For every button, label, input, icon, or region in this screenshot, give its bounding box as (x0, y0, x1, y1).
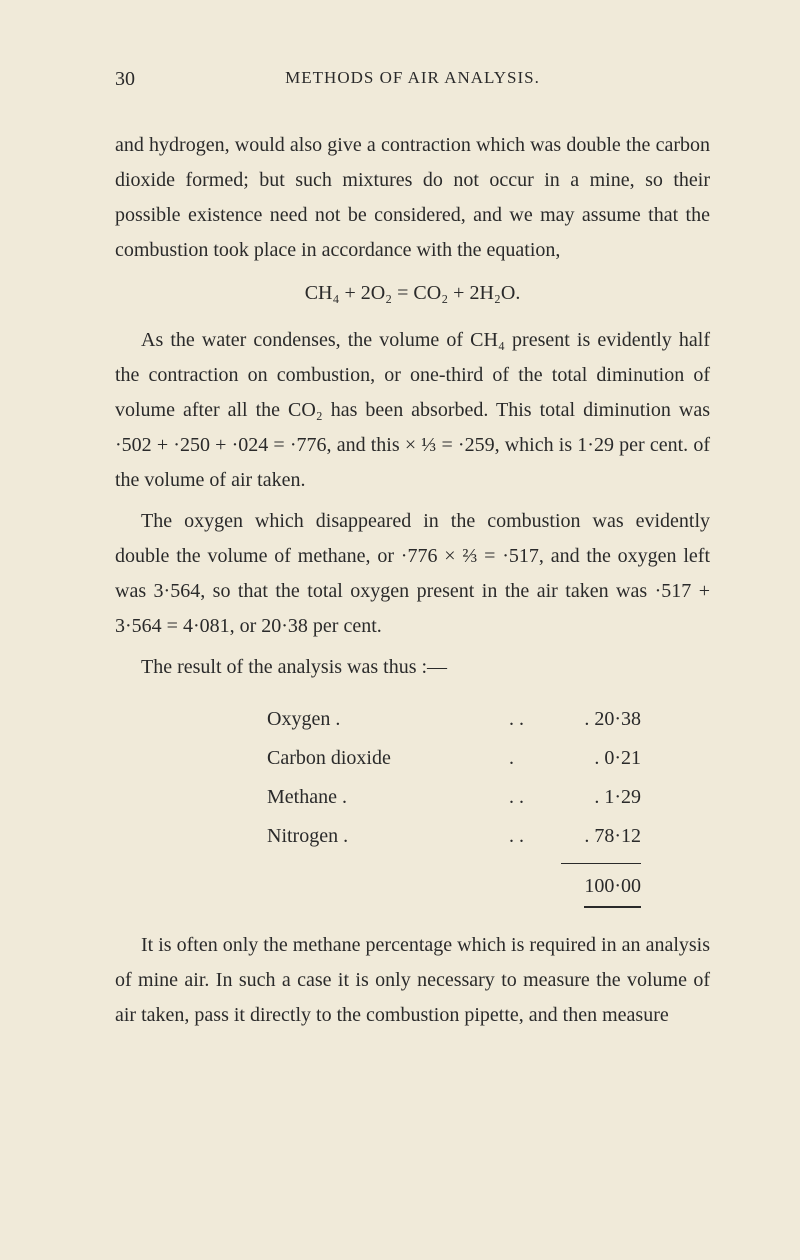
result-dots: . . (509, 701, 559, 738)
equation: CH₄ + 2O₂ = CO₂ + 2H₂O. (115, 282, 710, 305)
paragraph-1: and hydrogen, would also give a contract… (115, 128, 710, 268)
result-label: Methane . (267, 779, 507, 816)
result-value: . 0·21 (561, 740, 641, 777)
result-total: 100·00 (561, 857, 641, 908)
page-number: 30 (115, 68, 135, 91)
table-row: Oxygen . . . . 20·38 (267, 701, 641, 738)
result-dots: . (509, 740, 559, 777)
results-table: Oxygen . . . . 20·38 Carbon dioxide . . … (265, 699, 643, 910)
result-label: Carbon dioxide (267, 740, 507, 777)
paragraph-4: The result of the analysis was thus :— (115, 650, 710, 685)
result-value: . 20·38 (561, 701, 641, 738)
paragraph-2: As the water condenses, the volume of CH… (115, 323, 710, 498)
table-row: Methane . . . . 1·29 (267, 779, 641, 816)
table-row: Nitrogen . . . . 78·12 (267, 818, 641, 855)
result-dots: . . (509, 779, 559, 816)
paragraph-3: The oxygen which disappeared in the comb… (115, 504, 710, 644)
result-dots: . . (509, 818, 559, 855)
result-value: . 1·29 (561, 779, 641, 816)
table-row: Carbon dioxide . . 0·21 (267, 740, 641, 777)
table-total-row: 100·00 (267, 857, 641, 908)
result-value: . 78·12 (561, 818, 641, 855)
result-label: Oxygen . (267, 701, 507, 738)
result-label: Nitrogen . (267, 818, 507, 855)
page-header: METHODS OF AIR ANALYSIS. (115, 68, 710, 88)
paragraph-5: It is often only the methane percentage … (115, 928, 710, 1033)
